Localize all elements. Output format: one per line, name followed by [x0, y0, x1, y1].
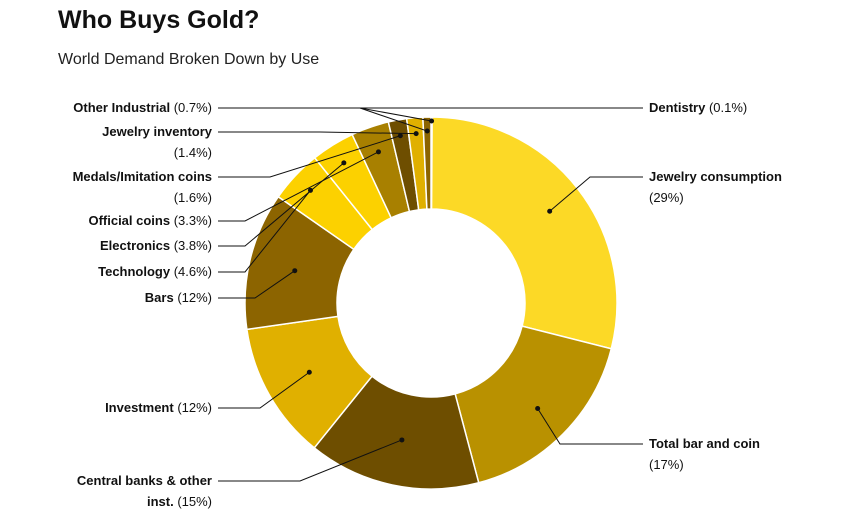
leader-dot	[413, 131, 419, 137]
slice-label: Dentistry (0.1%)	[649, 100, 747, 115]
slice-label: Central banks & other inst. (15%)	[77, 473, 212, 509]
leader-dot	[341, 160, 347, 166]
leader-dot	[424, 128, 430, 134]
leader-dot	[429, 118, 435, 124]
leader-line	[537, 408, 643, 445]
leader-dot	[306, 369, 312, 375]
slice-other-industrial[interactable]	[422, 116, 432, 210]
slice-label: Bars (12%)	[145, 290, 212, 305]
slice-label: Total bar and coin (17%)	[649, 436, 760, 472]
slice-label: Jewelry inventory (1.4%)	[102, 124, 213, 160]
leader-dot	[399, 437, 405, 443]
leader-line	[218, 270, 296, 299]
leader-line	[218, 135, 401, 178]
leader-line	[218, 162, 345, 247]
chart-title: Who Buys Gold?	[58, 6, 260, 34]
leader-line	[218, 371, 310, 409]
leader-line	[218, 131, 417, 135]
leader-dot	[292, 268, 298, 274]
slice-jewelry-consumption[interactable]	[430, 116, 618, 350]
leader-line	[218, 190, 311, 273]
leader-line	[218, 151, 379, 222]
leader-dot	[397, 133, 403, 139]
leader-line	[549, 176, 643, 212]
slice-central-banks-other-inst[interactable]	[313, 375, 480, 490]
slice-label: Official coins (3.3%)	[88, 213, 212, 228]
leader-line	[218, 107, 428, 132]
slice-label: Investment (12%)	[105, 400, 212, 415]
leader-dot	[535, 405, 541, 411]
slice-label: Electronics (3.8%)	[100, 238, 212, 253]
leader-line	[218, 439, 403, 482]
slice-label: Technology (4.6%)	[98, 264, 212, 279]
leader-dot	[547, 208, 553, 214]
chart-subtitle: World Demand Broken Down by Use	[58, 51, 320, 68]
slice-label: Other Industrial (0.7%)	[73, 100, 212, 115]
leader-dot	[375, 149, 381, 155]
slice-label: Medals/Imitation coins (1.6%)	[73, 169, 212, 205]
slice-label: Jewelry consumption (29%)	[649, 169, 782, 205]
slice-total-bar-and-coin[interactable]	[454, 325, 613, 484]
